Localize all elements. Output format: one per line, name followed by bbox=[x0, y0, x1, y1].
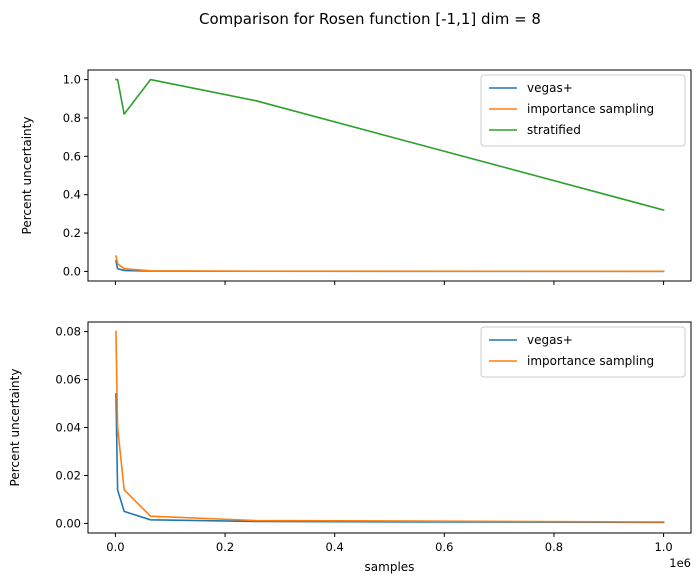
series-line-importance-sampling bbox=[115, 330, 665, 523]
y-tick-label: 0.04 bbox=[55, 421, 81, 435]
x-tick-label: 0.6 bbox=[435, 540, 453, 554]
y-tick-label: 0.02 bbox=[55, 468, 81, 482]
subplot-1: 0.0 0.2 0.4 0.6 0.8 1.0 Percent uncertainty veg… bbox=[20, 69, 692, 285]
legend-box bbox=[480, 326, 686, 378]
plots: 0.0 0.2 0.4 0.6 0.8 1.0 Percent uncertainty veg… bbox=[8, 69, 692, 574]
legend-label: vegas+ bbox=[527, 333, 573, 347]
x-tick-label: 0.0 bbox=[106, 540, 124, 554]
x-offset-label: 1e6 bbox=[669, 556, 691, 570]
axes-frame bbox=[87, 69, 692, 282]
y-tick-label: 0.06 bbox=[55, 373, 81, 387]
legend-label: stratified bbox=[527, 123, 581, 137]
y-axis-label: Percent uncertainty bbox=[20, 117, 34, 235]
y-tick-label: 0.2 bbox=[63, 226, 81, 240]
y-tick-label: 0.8 bbox=[63, 111, 81, 125]
y-axis-label: Percent uncertainty bbox=[8, 369, 22, 487]
series-line-importance-sampling bbox=[115, 255, 665, 273]
series-group bbox=[115, 330, 665, 524]
x-tick-label: 1.0 bbox=[654, 540, 672, 554]
legend-label: importance sampling bbox=[527, 354, 654, 368]
y-tick-label: 0.00 bbox=[55, 516, 81, 530]
y-tick-label: 1.0 bbox=[63, 73, 81, 87]
x-tick-label: 0.2 bbox=[216, 540, 234, 554]
series-line-stratified bbox=[115, 78, 665, 212]
series-line-vegas bbox=[115, 260, 665, 273]
x-tick-label: 0.8 bbox=[545, 540, 563, 554]
legend: vegas+ importance sampling stratified bbox=[480, 74, 686, 147]
x-axis-label: samples bbox=[365, 560, 415, 574]
legend: vegas+ importance sampling bbox=[480, 326, 686, 378]
y-tick-label: 0.6 bbox=[63, 149, 81, 163]
legend-box bbox=[480, 74, 686, 147]
x-tick-label: 0.4 bbox=[326, 540, 344, 554]
y-tick-label: 0.0 bbox=[63, 264, 81, 278]
series-group bbox=[115, 78, 665, 273]
series-line-vegas bbox=[115, 393, 665, 524]
legend-label: importance sampling bbox=[527, 102, 654, 116]
subplot-2: 0.0 0.2 0.4 0.6 0.8 1.0 0.00 0.02 0.04 0.06 0.08 Pe… bbox=[8, 321, 692, 574]
y-tick-label: 0.4 bbox=[63, 188, 81, 202]
figure-title: Comparison for Rosen function [-1,1] dim… bbox=[199, 10, 541, 28]
legend-label: vegas+ bbox=[527, 81, 573, 95]
y-tick-label: 0.08 bbox=[55, 325, 81, 339]
